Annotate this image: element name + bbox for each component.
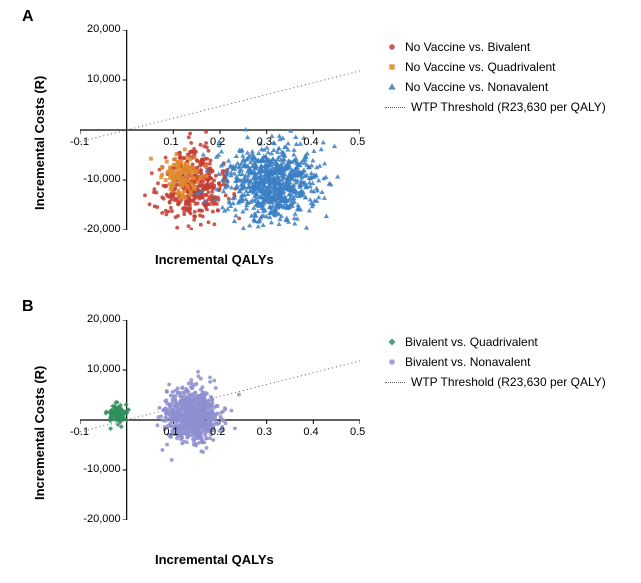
legend-line-icon — [385, 382, 405, 383]
x-tick-label: 0.4 — [303, 426, 318, 438]
panel-b-legend: Bivalent vs. Quadrivalent Bivalent vs. No… — [385, 335, 606, 395]
y-tick-label: -10,000 — [71, 173, 121, 185]
x-tick-label: 0.3 — [257, 426, 272, 438]
y-tick-label: -20,000 — [71, 223, 121, 235]
x-tick-label: -0.1 — [70, 136, 89, 148]
y-tick-label: -20,000 — [71, 513, 121, 525]
legend-label: Bivalent vs. Nonavalent — [405, 355, 530, 369]
panel-a-legend: No Vaccine vs. Bivalent No Vaccine vs. Qu… — [385, 40, 606, 120]
legend-line-icon — [385, 107, 405, 108]
legend-label: WTP Threshold (R23,630 per QALY) — [411, 375, 606, 389]
x-tick-label: 0.5 — [350, 426, 365, 438]
legend-item: No Vaccine vs. Quadrivalent — [385, 60, 606, 74]
figure: A Incremental Costs (R) Incremental QALY… — [0, 0, 641, 583]
legend-swatch-icon — [385, 356, 399, 368]
x-tick-label: 0.4 — [303, 136, 318, 148]
x-tick-label: 0.2 — [210, 426, 225, 438]
panel-a-label: A — [22, 8, 34, 26]
panel-b-plot — [80, 320, 360, 520]
y-tick-label: 10,000 — [71, 73, 121, 85]
panel-b-xlabel: Incremental QALYs — [155, 552, 274, 567]
legend-item: No Vaccine vs. Nonavalent — [385, 80, 606, 94]
panel-b-ylabel: Incremental Costs (R) — [32, 366, 47, 500]
y-tick-label: 20,000 — [71, 23, 121, 35]
panel-a-plot — [80, 30, 360, 230]
x-tick-label: 0.5 — [350, 136, 365, 148]
y-tick-label: -10,000 — [71, 463, 121, 475]
legend-swatch-icon — [385, 81, 399, 93]
x-tick-label: 0.1 — [163, 426, 178, 438]
legend-item: Bivalent vs. Quadrivalent — [385, 335, 606, 349]
legend-label: No Vaccine vs. Nonavalent — [405, 80, 548, 94]
x-tick-label: 0.3 — [257, 136, 272, 148]
y-tick-label: 10,000 — [71, 363, 121, 375]
legend-item: WTP Threshold (R23,630 per QALY) — [385, 100, 606, 114]
legend-label: No Vaccine vs. Bivalent — [405, 40, 530, 54]
legend-swatch-icon — [385, 41, 399, 53]
panel-a-ylabel: Incremental Costs (R) — [32, 76, 47, 210]
x-tick-label: 0.1 — [163, 136, 178, 148]
panel-a-xlabel: Incremental QALYs — [155, 252, 274, 267]
panel-b-label: B — [22, 298, 34, 316]
y-tick-label: 20,000 — [71, 313, 121, 325]
legend-label: WTP Threshold (R23,630 per QALY) — [411, 100, 606, 114]
x-tick-label: 0.2 — [210, 136, 225, 148]
legend-label: No Vaccine vs. Quadrivalent — [405, 60, 556, 74]
x-tick-label: -0.1 — [70, 426, 89, 438]
legend-item: WTP Threshold (R23,630 per QALY) — [385, 375, 606, 389]
legend-label: Bivalent vs. Quadrivalent — [405, 335, 538, 349]
legend-swatch-icon — [385, 336, 399, 348]
legend-swatch-icon — [385, 61, 399, 73]
legend-item: Bivalent vs. Nonavalent — [385, 355, 606, 369]
legend-item: No Vaccine vs. Bivalent — [385, 40, 606, 54]
